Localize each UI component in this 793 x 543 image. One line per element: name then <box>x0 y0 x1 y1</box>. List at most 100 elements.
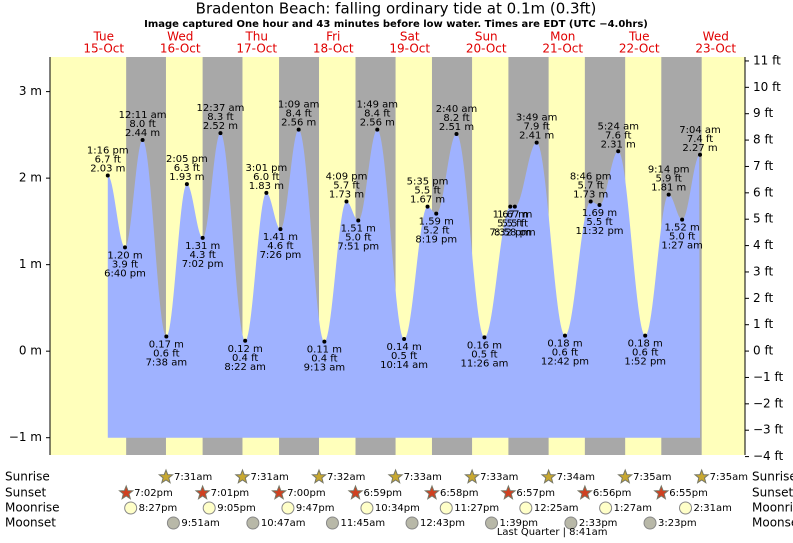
tide-point <box>200 235 205 240</box>
tide-label: 6:40 pm <box>104 268 146 279</box>
tide-label: 0.18 m <box>628 339 663 350</box>
tide-label: 0.4 ft <box>232 353 258 364</box>
tide-label: 1:52 pm <box>624 357 666 368</box>
moon-icon <box>599 501 613 515</box>
chart-subtitle: Image captured One hour and 43 minutes b… <box>144 19 648 30</box>
tide-label: 12:11 am <box>119 110 167 121</box>
y2-tick-label: 6 ft <box>753 185 773 199</box>
sunset-time: 6:56pm <box>593 488 632 499</box>
sunrise-time: 7:35am <box>633 472 671 483</box>
tide-label: 10:14 am <box>380 360 428 371</box>
tide-point <box>680 217 685 222</box>
tide-label: 7.4 ft <box>687 134 713 145</box>
y2-tick-label: 1 ft <box>753 317 773 331</box>
tide-point <box>218 131 223 136</box>
tide-label: 9:13 am <box>304 363 346 374</box>
y2-tick-label: 4 ft <box>753 238 773 252</box>
tide-label: 2.51 m <box>439 122 474 133</box>
sun-icon <box>617 468 634 484</box>
day-label: Wed <box>167 30 193 44</box>
tide-point <box>105 173 110 178</box>
tide-label: 2.44 m <box>125 128 160 139</box>
moon-icon <box>405 516 419 530</box>
tide-label: 6.7 ft <box>95 155 121 166</box>
sun-icon <box>387 468 404 484</box>
y-tick-label: 0 m <box>19 344 42 358</box>
tide-label: 1.83 m <box>249 181 284 192</box>
tide-label: 1.51 m <box>341 224 376 235</box>
tide-point <box>562 333 567 338</box>
tide-label: 0.6 ft <box>153 348 179 359</box>
y2-tick-label: 7 ft <box>753 159 773 173</box>
tide-label: 2.41 m <box>519 131 554 142</box>
moonrise-time: 1:27am <box>614 503 652 514</box>
day-date: 22-Oct <box>619 42 660 56</box>
tide-label: 8.2 ft <box>443 113 469 124</box>
tide-label: 0.5 ft <box>471 349 497 360</box>
tide-label: 1.67 m <box>497 210 532 221</box>
y2-tick-label: 3 ft <box>753 264 773 278</box>
sun-icon <box>271 484 288 500</box>
day-date: 21-Oct <box>542 42 583 56</box>
tide-label: 1.93 m <box>169 172 204 183</box>
tide-point <box>482 335 487 340</box>
tide-point <box>140 138 145 143</box>
y2-tick-label: 11 ft <box>753 53 781 67</box>
tide-label: 5.5 ft <box>586 217 612 228</box>
moon-icon <box>360 501 374 515</box>
tide-label: 2.31 m <box>601 139 636 150</box>
sunrise-time: 7:31am <box>174 472 212 483</box>
tide-label: 7:38 am <box>146 357 188 368</box>
sunset-time: 7:00pm <box>287 488 326 499</box>
moonrise-time: 11:27pm <box>454 503 499 514</box>
sun-icon <box>423 484 440 500</box>
tide-label: 1.73 m <box>573 189 608 200</box>
tide-label: 5.5 ft <box>497 219 523 230</box>
day-label: Fri <box>326 30 340 44</box>
sun-icon <box>500 484 517 500</box>
sunset-time: 6:59pm <box>364 488 403 499</box>
sunrise-time: 7:33am <box>480 472 518 483</box>
sunset-time: 6:58pm <box>440 488 479 499</box>
tide-label: 0.12 m <box>228 344 263 355</box>
tide-label: 5.5 ft <box>414 186 440 197</box>
tide-label: 2.56 m <box>360 118 395 129</box>
tide-label: 5.0 ft <box>669 232 695 243</box>
moon-icon <box>124 501 138 515</box>
y2-tick-label: −1 ft <box>753 370 784 384</box>
tide-label: 11:26 am <box>461 358 509 369</box>
day-date: 19-Oct <box>389 42 430 56</box>
tide-label: 7:26 pm <box>260 250 302 261</box>
sun-icon <box>693 468 710 484</box>
tide-label: 1:49 am <box>357 100 399 111</box>
moonrise-time: 9:47pm <box>296 503 335 514</box>
sun-icon <box>576 484 593 500</box>
moon-icon <box>166 516 180 530</box>
y2-tick-label: 10 ft <box>753 80 781 94</box>
tide-label: 5.5 ft <box>502 219 528 230</box>
tide-point <box>296 127 301 132</box>
y2-tick-label: 8 ft <box>753 133 773 147</box>
tide-point <box>278 227 283 232</box>
moonset-time: 10:47am <box>261 518 306 529</box>
sunrise-time: 7:35am <box>710 472 748 483</box>
moon-icon <box>325 516 339 530</box>
tide-label: 5:24 am <box>597 121 639 132</box>
tide-label: 8.4 ft <box>285 109 311 120</box>
moon-icon <box>281 501 295 515</box>
moonrise-time: 2:31am <box>694 503 732 514</box>
tide-label: 0.6 ft <box>632 348 658 359</box>
tide-label: 8.0 ft <box>129 119 155 130</box>
sunrise-time: 7:34am <box>557 472 595 483</box>
sun-icon <box>311 468 328 484</box>
tide-label: 5.0 ft <box>345 233 371 244</box>
day-label: Thu <box>244 30 268 44</box>
tide-label: 7:02 pm <box>182 259 224 270</box>
moonrise-time: 9:05pm <box>217 503 256 514</box>
tide-label: 12:42 pm <box>541 357 589 368</box>
y-tick-label: 1 m <box>19 257 42 271</box>
tide-point <box>243 338 248 343</box>
row-label: Moonrise <box>5 501 60 515</box>
tide-point <box>184 182 189 187</box>
tide-area <box>107 129 701 438</box>
